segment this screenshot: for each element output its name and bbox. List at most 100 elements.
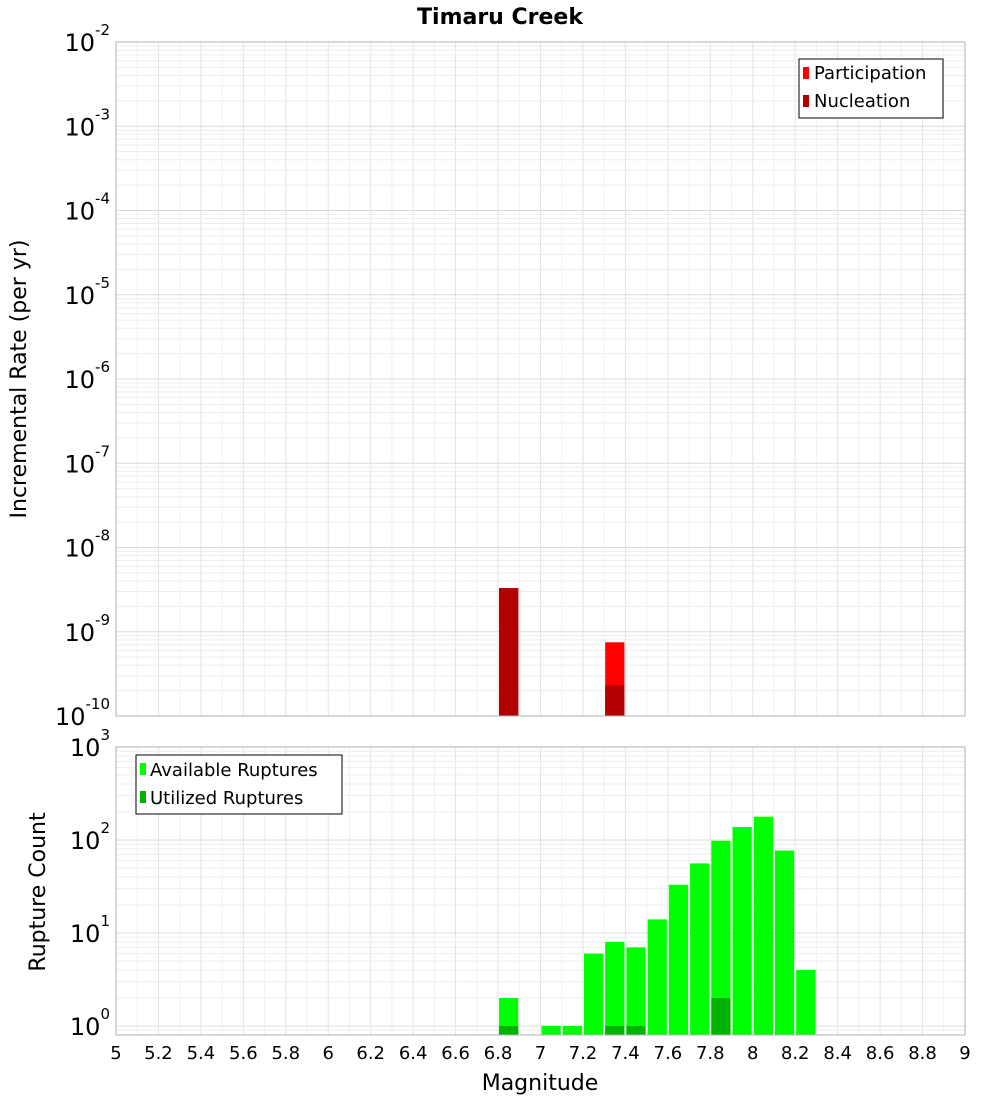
x-axis-label: Magnitude bbox=[482, 1071, 599, 1096]
x-tick-label: 8 bbox=[747, 1043, 758, 1064]
bar-available-ruptures bbox=[499, 997, 519, 1035]
bar-available-ruptures bbox=[605, 942, 625, 1035]
bar-utilized-ruptures bbox=[626, 1025, 646, 1035]
legend-swatch-participation bbox=[803, 67, 809, 79]
top-y-tick-label: 10-8 bbox=[64, 527, 110, 563]
tick-base: 10 bbox=[64, 535, 95, 563]
tick-exponent: 2 bbox=[100, 819, 110, 837]
chart-title: Timaru Creek bbox=[417, 5, 584, 30]
x-tick-label: 5.8 bbox=[271, 1043, 300, 1064]
tick-base: 10 bbox=[64, 450, 95, 478]
bottom-y-tick-label: 101 bbox=[70, 912, 110, 948]
legend-swatch-available bbox=[140, 763, 146, 775]
x-tick-label: 7.6 bbox=[654, 1043, 683, 1064]
legend-label-utilized: Utilized Ruptures bbox=[150, 788, 303, 809]
top-y-axis-label: Incremental Rate (per yr) bbox=[7, 240, 32, 519]
tick-exponent: -8 bbox=[95, 527, 110, 545]
top-y-tick-label: 10-9 bbox=[64, 611, 110, 647]
tick-base: 10 bbox=[70, 1013, 101, 1041]
top-y-tick-label: 10-7 bbox=[64, 442, 110, 478]
tick-base: 10 bbox=[70, 827, 101, 855]
bar-available-ruptures bbox=[711, 840, 731, 1035]
bar-available-ruptures bbox=[753, 816, 773, 1035]
legend-label-participation: Participation bbox=[814, 63, 926, 84]
tick-base: 10 bbox=[64, 282, 95, 310]
legend-label-nucleation: Nucleation bbox=[814, 91, 910, 112]
bar-available-ruptures bbox=[647, 919, 667, 1035]
tick-exponent: -10 bbox=[86, 695, 111, 713]
tick-exponent: -9 bbox=[95, 611, 110, 629]
top-y-tick-label: 10-3 bbox=[64, 105, 110, 141]
bar-available-ruptures bbox=[774, 850, 795, 1035]
bar-available-ruptures bbox=[668, 884, 689, 1035]
tick-exponent: 0 bbox=[100, 1005, 110, 1023]
x-tick-label: 5.4 bbox=[187, 1043, 216, 1064]
top-legend-box bbox=[798, 58, 944, 119]
x-tick-label: 6.8 bbox=[484, 1043, 513, 1064]
top-gridlines bbox=[115, 41, 966, 717]
bottom-legend: Available Ruptures Utilized Ruptures bbox=[135, 754, 343, 815]
x-tick-label: 5 bbox=[110, 1043, 121, 1064]
x-tick-label: 6.4 bbox=[399, 1043, 428, 1064]
x-tick-label: 7.2 bbox=[569, 1043, 598, 1064]
bar-available-ruptures bbox=[732, 826, 752, 1035]
bar-available-ruptures bbox=[562, 1025, 582, 1035]
tick-base: 10 bbox=[70, 920, 101, 948]
x-tick-label: 7.8 bbox=[696, 1043, 725, 1064]
top-plot-border bbox=[115, 41, 966, 717]
x-tick-label: 6.2 bbox=[356, 1043, 385, 1064]
x-tick-label: 5.2 bbox=[144, 1043, 173, 1064]
x-tick-label: 7 bbox=[535, 1043, 546, 1064]
bottom-bars bbox=[499, 816, 816, 1035]
x-tick-label: 7.4 bbox=[611, 1043, 640, 1064]
bottom-y-tick-label: 102 bbox=[70, 819, 110, 855]
bottom-plot-border bbox=[115, 746, 966, 1036]
tick-exponent: -5 bbox=[95, 274, 110, 292]
bottom-y-axis-label: Rupture Count bbox=[26, 812, 51, 972]
bar-utilized-ruptures bbox=[711, 997, 731, 1035]
tick-exponent: -6 bbox=[95, 358, 110, 376]
x-tick-label: 6 bbox=[323, 1043, 334, 1064]
bar-nucleation bbox=[499, 588, 519, 716]
tick-base: 10 bbox=[64, 113, 95, 141]
bar-available-ruptures bbox=[583, 953, 604, 1035]
bar-available-ruptures bbox=[541, 1025, 561, 1035]
legend-swatch-nucleation bbox=[803, 95, 809, 107]
x-tick-label: 8.8 bbox=[908, 1043, 937, 1064]
bottom-legend-box bbox=[135, 754, 343, 815]
x-tick-labels: 5 5.2 5.4 5.6 5.8 6 6.2 6.4 6.6 6.8 7 7.2 7.4 7.6 7.8 8… bbox=[110, 1043, 970, 1064]
bottom-y-tick-label: 100 bbox=[70, 1005, 110, 1041]
top-bars bbox=[499, 588, 625, 716]
tick-base: 10 bbox=[64, 198, 95, 226]
bar-available-ruptures bbox=[626, 947, 646, 1035]
bar-utilized-ruptures bbox=[605, 1025, 625, 1035]
legend-label-available: Available Ruptures bbox=[150, 760, 318, 781]
x-tick-label: 8.6 bbox=[866, 1043, 895, 1064]
tick-exponent: 1 bbox=[100, 912, 110, 930]
top-y-tick-label: 10-4 bbox=[64, 190, 110, 226]
top-legend: Participation Nucleation bbox=[798, 58, 944, 119]
bar-utilized-ruptures bbox=[499, 1025, 519, 1035]
x-tick-label: 8.4 bbox=[823, 1043, 852, 1064]
bar-available-ruptures bbox=[796, 969, 816, 1035]
x-tick-label: 9 bbox=[959, 1043, 970, 1064]
tick-exponent: -4 bbox=[95, 190, 110, 208]
tick-base: 10 bbox=[55, 703, 86, 731]
top-y-tick-label: 10-6 bbox=[64, 358, 110, 394]
tick-base: 10 bbox=[64, 619, 95, 647]
tick-exponent: 3 bbox=[100, 726, 110, 744]
tick-base: 10 bbox=[64, 29, 95, 57]
bar-available-ruptures bbox=[690, 863, 710, 1035]
top-y-tick-label: 10-5 bbox=[64, 274, 110, 310]
bar-nucleation bbox=[605, 685, 625, 716]
tick-exponent: -2 bbox=[95, 21, 110, 39]
top-y-tick-label: 10-10 bbox=[55, 695, 110, 731]
tick-base: 10 bbox=[70, 734, 101, 762]
bottom-y-tick-label: 103 bbox=[70, 726, 110, 762]
top-y-tick-label: 10-2 bbox=[64, 21, 110, 57]
